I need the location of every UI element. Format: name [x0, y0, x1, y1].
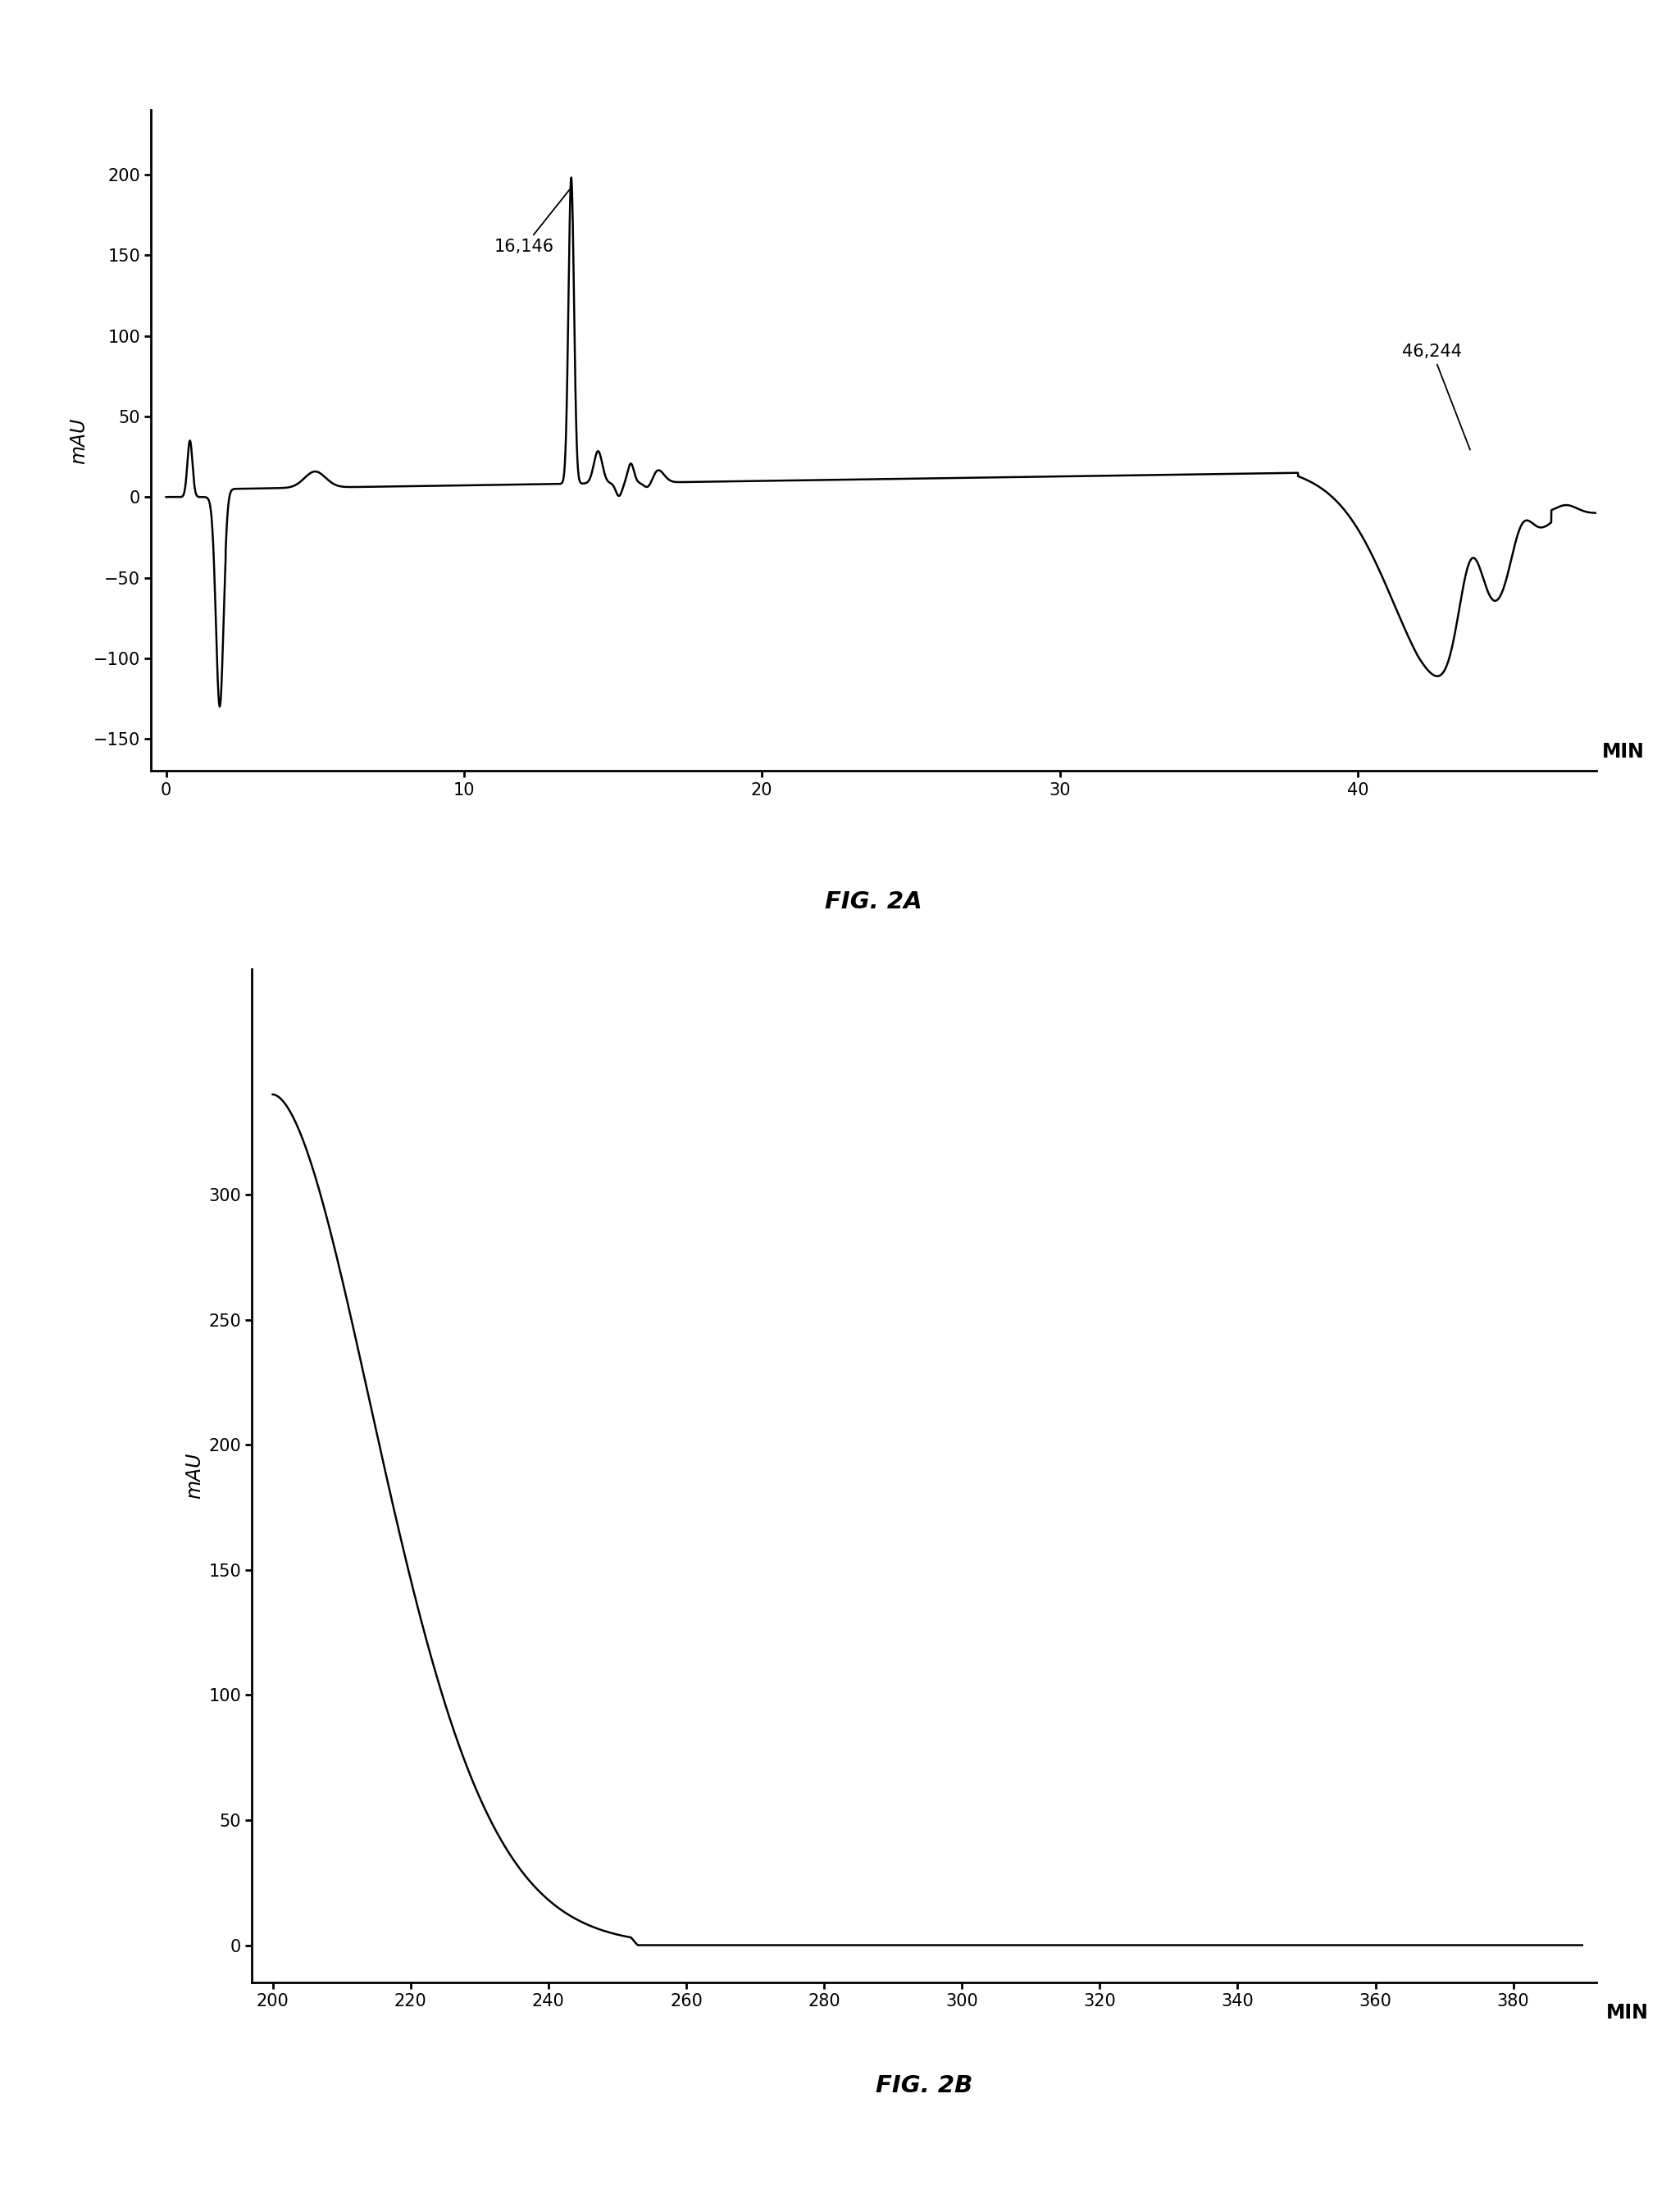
Text: FIG. 2B: FIG. 2B: [875, 2073, 973, 2097]
Y-axis label: mAU: mAU: [69, 419, 89, 463]
Text: MIN: MIN: [1603, 742, 1645, 762]
Text: 16,146: 16,146: [494, 189, 570, 256]
Y-axis label: mAU: mAU: [185, 1454, 203, 1498]
Text: 46,244: 46,244: [1403, 344, 1470, 449]
Text: MIN: MIN: [1606, 2003, 1648, 2022]
Text: FIG. 2A: FIG. 2A: [825, 890, 922, 912]
